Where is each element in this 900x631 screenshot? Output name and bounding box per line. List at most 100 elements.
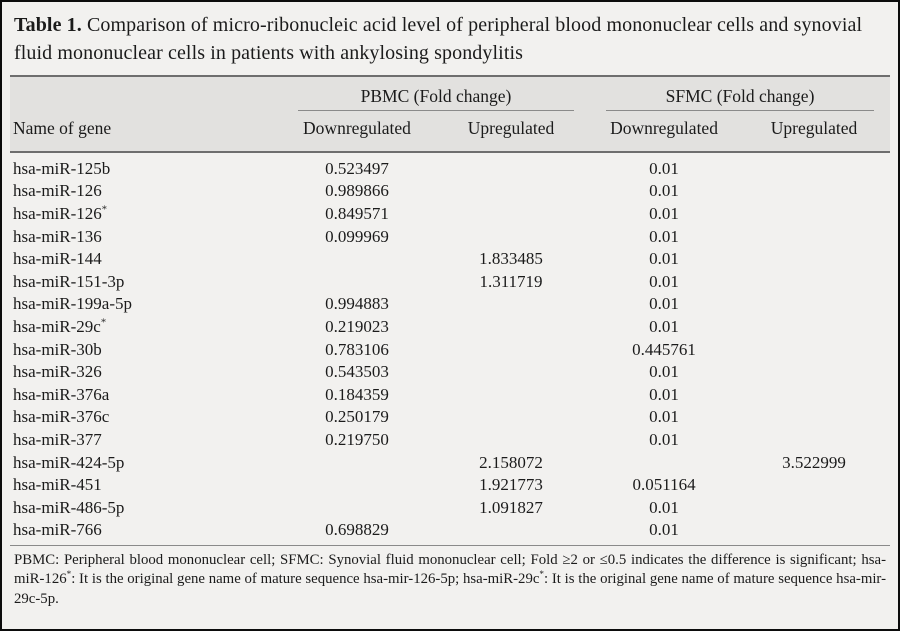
table-header: PBMC (Fold change) SFMC (Fold change) Na… [10,75,891,153]
sub-header-row: Name of gene Downregulated Upregulated D… [10,110,891,153]
pbmc-upregulated-cell [432,203,590,226]
table-row: hsa-miR-376a 0.184359 0.01 [10,384,890,407]
sfmc-upregulated-cell [738,497,890,520]
gene-name-cell: hsa-miR-451 [13,475,102,495]
pbmc-upregulated-cell [432,293,590,316]
gene-name-cell: hsa-miR-376a [13,384,110,404]
superscript-asterisk: * [66,569,72,580]
text-segment: Comparison of micro-ribonucleic acid lev… [14,14,863,65]
pbmc-downregulated-cell: 0.099969 [325,226,389,246]
sfmc-upregulated-cell [738,226,890,249]
sfmc-upregulated-cell [738,316,890,339]
gene-name-cell: hsa-miR-376c [13,407,110,427]
sfmc-downregulated-cell [590,452,738,475]
pbmc-downregulated-cell [282,474,432,497]
sfmc-downregulated-cell: 0.01 [649,429,679,449]
sfmc-downregulated-cell: 0.445761 [632,339,696,359]
sfmc-group-header: SFMC (Fold change) [590,75,891,111]
sfmc-downregulated-cell: 0.01 [649,203,679,223]
gene-name-cell: hsa-miR-125b [13,158,111,178]
superscript-asterisk: * [100,317,107,329]
pbmc-downregulated-cell: 0.698829 [282,519,432,546]
sfmc-downregulated-cell: 0.01 [590,519,739,546]
sfmc-downregulated-cell: 0.01 [649,407,679,427]
pbmc-group-label: PBMC (Fold change) [298,77,575,111]
sfmc-upregulated-cell [738,180,890,203]
sfmc-upregulated-cell [738,429,890,452]
table-row: hsa-miR-126 0.989866 0.01 [10,180,890,203]
sfmc-upregulated-cell [738,519,891,546]
pbmc-downregulated-cell [282,497,432,520]
pbmc-group-header: PBMC (Fold change) [282,75,591,111]
gene-name-cell: hsa-miR-766 [10,519,282,546]
sfmc-downregulated-cell: 0.01 [649,158,679,178]
table-row: hsa-miR-326 0.543503 0.01 [10,361,890,384]
pbmc-downregulated-cell: 0.219750 [325,429,389,449]
sfmc-downregulated-cell: 0.01 [649,497,679,517]
gene-name-cell: hsa-miR-424-5p [13,452,125,472]
sfmc-downregulated-cell: 0.051164 [632,475,696,495]
gene-name-cell: hsa-miR-29c* [13,316,107,336]
sfmc-downregulated-cell: 0.01 [649,271,679,291]
pbmc-upregulated-header: Upregulated [432,110,591,153]
gene-name-cell: hsa-miR-486-5p [13,497,125,517]
gene-name-cell: hsa-miR-126* [13,203,108,223]
pbmc-upregulated-cell: 1.921773 [479,475,543,495]
pbmc-upregulated-cell [432,361,590,384]
sfmc-downregulated-header: Downregulated [590,110,739,153]
sfmc-downregulated-cell: 0.01 [649,384,679,404]
pbmc-downregulated-cell: 0.523497 [325,158,389,178]
table-row: hsa-miR-424-5p 2.158072 3.522999 [10,452,890,475]
gene-name-cell: hsa-miR-126 [13,181,102,201]
sfmc-upregulated-cell [738,339,890,362]
pbmc-upregulated-cell [432,180,590,203]
pbmc-upregulated-cell [432,226,590,249]
text-segment: : It is the original gene name of mature… [14,571,886,607]
table-row: hsa-miR-377 0.219750 0.01 [10,429,890,452]
table-row: hsa-miR-376c 0.250179 0.01 [10,406,890,429]
figure-content: Table 1. Comparison of micro-ribonucleic… [2,2,898,609]
sfmc-upregulated-cell [738,474,890,497]
gene-name-cell: hsa-miR-377 [13,429,102,449]
gene-name-cell: hsa-miR-136 [13,226,102,246]
gene-name-cell: hsa-miR-199a-5p [13,294,132,314]
gene-header-spacer [10,75,282,111]
pbmc-upregulated-cell [432,316,590,339]
pbmc-downregulated-cell [282,452,432,475]
gene-name-cell: hsa-miR-144 [13,249,102,269]
sfmc-upregulated-header: Upregulated [738,110,891,153]
pbmc-downregulated-cell: 0.250179 [325,407,389,427]
gene-name-cell: hsa-miR-151-3p [13,271,125,291]
pbmc-downregulated-cell: 0.219023 [325,316,389,336]
pbmc-upregulated-cell [432,406,590,429]
pbmc-downregulated-cell: 0.994883 [325,294,389,314]
mirna-table: PBMC (Fold change) SFMC (Fold change) Na… [10,74,891,546]
sfmc-group-label: SFMC (Fold change) [606,77,875,111]
superscript-asterisk: * [539,569,544,580]
gene-column-header: Name of gene [10,110,282,153]
table-body: hsa-miR-125b 0.523497 0.01 hsa-miR-126 0.989… [10,152,891,546]
sfmc-upregulated-cell [738,293,890,316]
sfmc-downregulated-cell: 0.01 [649,316,679,336]
sfmc-upregulated-cell [738,203,890,226]
sfmc-downregulated-cell: 0.01 [649,181,679,201]
sfmc-upregulated-cell [738,271,890,294]
sfmc-upregulated-cell: 3.522999 [782,452,846,472]
table-row: hsa-miR-30b 0.783106 0.445761 [10,339,890,362]
table-row: hsa-miR-486-5p 1.091827 0.01 [10,497,890,520]
sfmc-downregulated-cell: 0.01 [649,249,679,269]
sfmc-upregulated-cell [738,384,890,407]
pbmc-upregulated-cell [432,384,590,407]
superscript-asterisk: * [101,204,108,216]
pbmc-upregulated-cell [432,152,590,181]
pbmc-upregulated-cell: 1.833485 [479,249,543,269]
sfmc-upregulated-cell [738,361,890,384]
pbmc-downregulated-cell: 0.543503 [325,362,389,382]
table-row: hsa-miR-136 0.099969 0.01 [10,226,890,249]
pbmc-upregulated-cell [432,339,590,362]
group-header-row: PBMC (Fold change) SFMC (Fold change) [10,75,891,111]
pbmc-downregulated-cell: 0.783106 [325,339,389,359]
table-row: hsa-miR-766 0.698829 0.01 [10,519,891,546]
pbmc-upregulated-cell [432,429,590,452]
